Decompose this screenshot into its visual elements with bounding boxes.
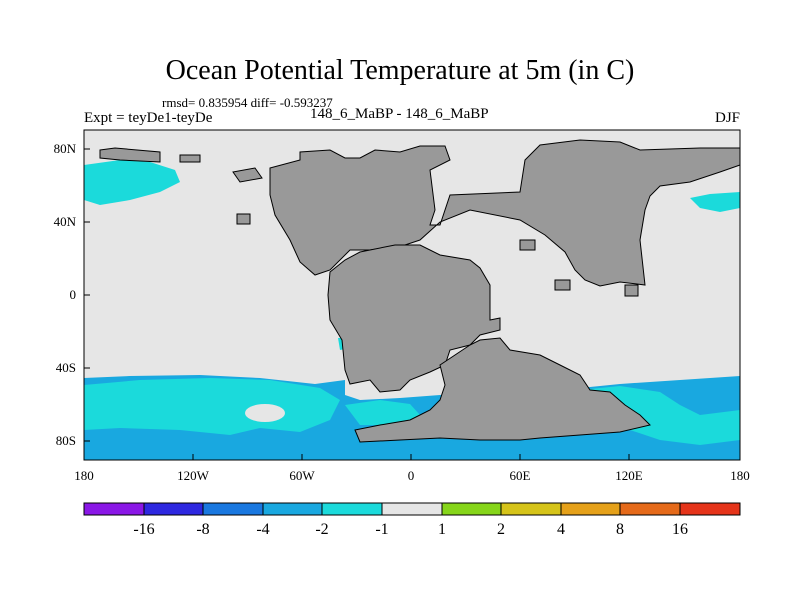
season-label: DJF (714, 110, 740, 126)
gondwana-south (354, 337, 651, 443)
colorbar-label: -1 (375, 521, 388, 538)
lon-tick-label: 120E (615, 468, 643, 483)
colorbar-box (202, 502, 264, 516)
island (624, 284, 639, 297)
longitude-labels: 180 120W 60W 0 60E 120E 180 (74, 468, 750, 483)
colorbar-label: -2 (315, 521, 328, 538)
experiment-label: Expt = teyDe1-teyDe (84, 110, 213, 126)
lon-tick-label: 180 (730, 468, 750, 483)
island (519, 239, 536, 251)
landmasses (99, 139, 741, 443)
lon-tick-label: 60E (510, 468, 531, 483)
island (236, 213, 251, 225)
island (179, 154, 201, 163)
latitude-labels: 80N 40N 0 40S 80S (54, 141, 77, 448)
colorbar-box (619, 502, 681, 516)
north-east-cooling (690, 192, 740, 212)
lon-tick-label: 0 (408, 468, 415, 483)
lat-tick-label: 80N (54, 141, 77, 156)
southern-ocean-patch (345, 400, 420, 425)
colorbar-label: -4 (256, 521, 269, 538)
map-title: Ocean Potential Temperature at 5m (in C) (165, 55, 635, 86)
lon-tick-label: 120W (177, 468, 210, 483)
colorbar-box (500, 502, 562, 516)
lon-tick-label: 180 (74, 468, 94, 483)
colorbar-label: 4 (557, 521, 565, 538)
colorbar-label: -16 (133, 521, 154, 538)
lat-tick-label: 40S (56, 360, 76, 375)
southern-ocean-patch (84, 378, 340, 435)
colorbar-label: -8 (196, 521, 209, 538)
colorbar-label: 8 (616, 521, 624, 538)
longitude-ticks (83, 454, 741, 460)
lat-tick-label: 0 (70, 287, 77, 302)
colorbar-labels: -16 -8 -4 -2 -1 1 2 4 8 16 (133, 521, 688, 538)
north-pacific-cooling (84, 160, 180, 205)
island (554, 279, 571, 291)
colorbar-box (560, 502, 621, 516)
colorbar-label: 1 (438, 521, 446, 538)
colorbar-box (441, 502, 502, 516)
colorbar (83, 502, 741, 516)
center-label: 148_6_MaBP - 148_6_MaBP (310, 106, 489, 122)
stats-label: rmsd= 0.835954 diff= -0.593237 (162, 95, 333, 110)
colorbar-box (83, 502, 145, 516)
colorbar-label: 16 (672, 521, 688, 538)
colorbar-box (679, 502, 741, 516)
lat-tick-label: 80S (56, 433, 76, 448)
colorbar-box (262, 502, 323, 516)
colorbar-label: 2 (497, 521, 505, 538)
southern-ocean-hole (245, 404, 285, 422)
island (232, 167, 263, 183)
latitude-ticks (84, 148, 90, 442)
colorbar-box (321, 502, 383, 516)
lat-tick-label: 40N (54, 214, 77, 229)
colorbar-box (143, 502, 204, 516)
lon-tick-label: 60W (289, 468, 315, 483)
island (99, 147, 161, 163)
colorbar-box (381, 502, 443, 516)
